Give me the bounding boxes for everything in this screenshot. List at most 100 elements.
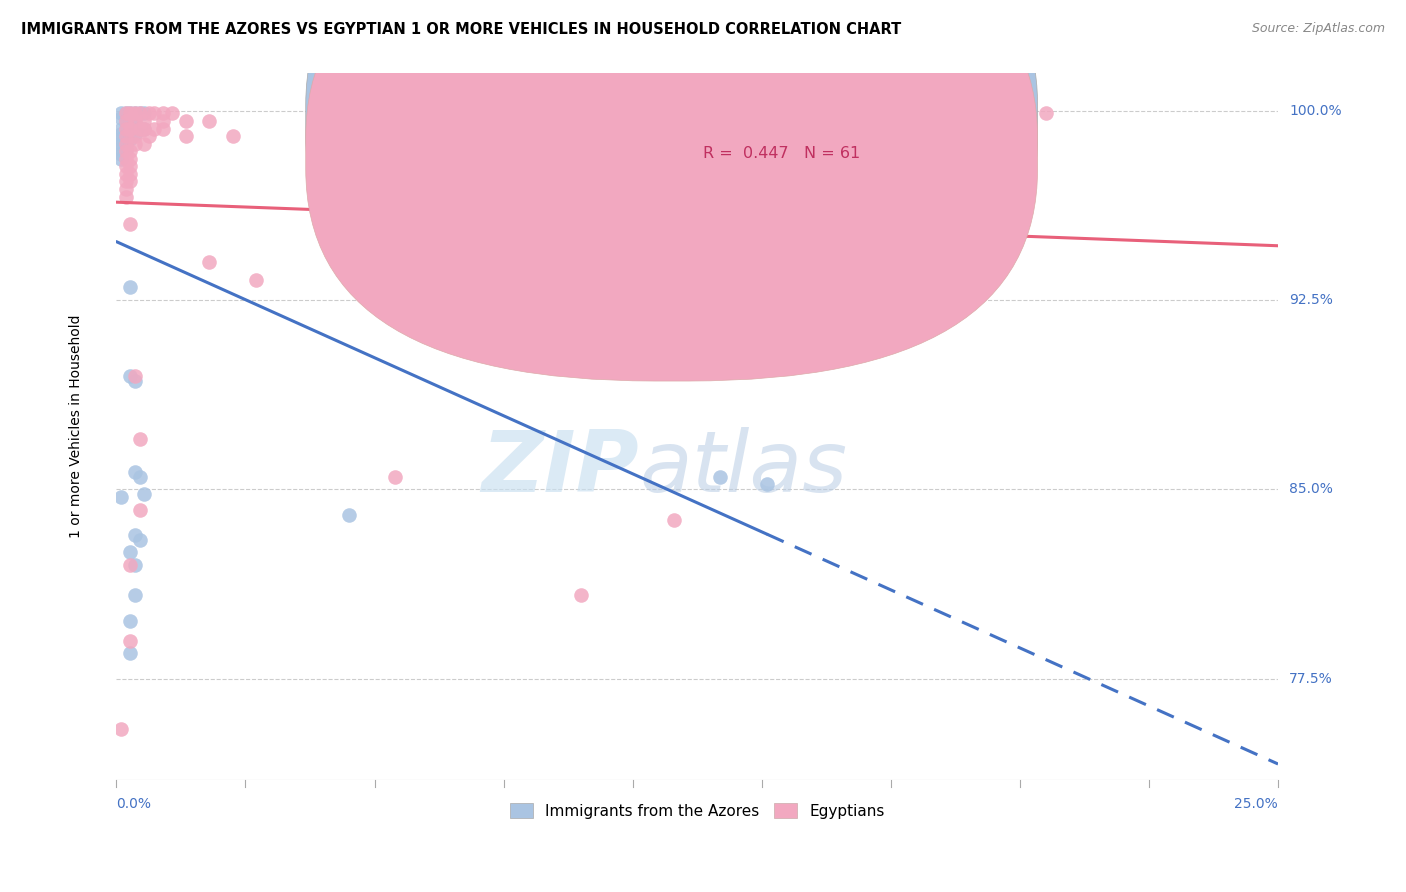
Point <box>709 106 731 120</box>
Point <box>152 106 174 120</box>
Legend: Immigrants from the Azores, Egyptians: Immigrants from the Azores, Egyptians <box>503 797 891 825</box>
Point <box>120 614 142 628</box>
Point <box>110 127 132 141</box>
Point <box>110 131 132 145</box>
Point <box>128 121 150 136</box>
Point <box>128 533 150 547</box>
Point <box>114 167 136 181</box>
FancyBboxPatch shape <box>305 0 1038 349</box>
Point <box>124 528 146 542</box>
Point <box>134 121 156 136</box>
Point <box>120 558 142 573</box>
Point <box>114 127 136 141</box>
Text: R =  0.186   N = 48: R = 0.186 N = 48 <box>703 113 860 128</box>
Point <box>120 106 142 120</box>
Point <box>134 136 156 151</box>
Point <box>337 508 360 522</box>
Point <box>569 588 592 602</box>
Text: 92.5%: 92.5% <box>1289 293 1333 307</box>
Text: 1 or more Vehicles in Household: 1 or more Vehicles in Household <box>69 315 83 538</box>
Point <box>124 129 146 144</box>
Point <box>114 145 136 159</box>
Point <box>124 588 146 602</box>
Point <box>138 129 160 144</box>
Point <box>120 159 142 173</box>
Text: atlas: atlas <box>640 427 848 510</box>
Point <box>134 121 156 136</box>
Text: IMMIGRANTS FROM THE AZORES VS EGYPTIAN 1 OR MORE VEHICLES IN HOUSEHOLD CORRELATI: IMMIGRANTS FROM THE AZORES VS EGYPTIAN 1… <box>21 22 901 37</box>
Point <box>124 465 146 479</box>
Text: 25.0%: 25.0% <box>1234 797 1278 811</box>
Text: 77.5%: 77.5% <box>1289 672 1333 686</box>
Point <box>128 106 150 120</box>
FancyBboxPatch shape <box>627 91 987 179</box>
Point <box>128 106 150 120</box>
Point <box>110 136 132 151</box>
Point <box>120 116 142 130</box>
Point <box>134 106 156 120</box>
Point <box>142 106 165 120</box>
Point <box>120 368 142 383</box>
Point <box>120 127 142 141</box>
Point <box>110 490 132 504</box>
Point <box>124 106 146 120</box>
Point <box>120 145 142 159</box>
Text: 100.0%: 100.0% <box>1289 103 1341 118</box>
Point <box>124 114 146 128</box>
Point <box>896 106 918 120</box>
Point <box>114 121 136 136</box>
Point <box>114 112 136 126</box>
Point <box>114 189 136 203</box>
Point <box>160 106 183 120</box>
Point <box>152 121 174 136</box>
Point <box>128 432 150 446</box>
Text: Source: ZipAtlas.com: Source: ZipAtlas.com <box>1251 22 1385 36</box>
Point <box>120 280 142 294</box>
Point <box>114 142 136 156</box>
Point <box>221 129 243 144</box>
Point <box>709 469 731 483</box>
Point <box>120 174 142 188</box>
Point <box>120 121 142 136</box>
Point <box>174 114 197 128</box>
Text: ZIP: ZIP <box>481 427 640 510</box>
Point <box>114 136 136 151</box>
Point <box>120 121 142 136</box>
Point <box>110 112 132 126</box>
Point <box>198 114 221 128</box>
Point <box>120 633 142 648</box>
Text: 85.0%: 85.0% <box>1289 483 1333 496</box>
Point <box>110 142 132 156</box>
Point <box>245 273 267 287</box>
Point <box>138 106 160 120</box>
Point <box>152 114 174 128</box>
Point <box>134 114 156 128</box>
Point <box>124 127 146 141</box>
Point <box>110 106 132 120</box>
Point <box>120 131 142 145</box>
Point <box>110 152 132 166</box>
Point <box>120 167 142 181</box>
Point <box>142 121 165 136</box>
Point <box>803 106 825 120</box>
Point <box>128 121 150 136</box>
Text: 0.0%: 0.0% <box>117 797 152 811</box>
Point <box>124 121 146 136</box>
Point <box>120 545 142 559</box>
Point <box>114 174 136 188</box>
Point <box>114 121 136 136</box>
Point <box>110 121 132 136</box>
Point <box>120 106 142 120</box>
Point <box>755 477 778 491</box>
Point <box>114 106 136 120</box>
Point <box>124 106 146 120</box>
Point <box>124 374 146 388</box>
Point <box>110 722 132 736</box>
Point <box>114 182 136 196</box>
Point <box>120 218 142 232</box>
Point <box>120 152 142 166</box>
FancyBboxPatch shape <box>305 0 1038 381</box>
Point <box>124 368 146 383</box>
Point <box>128 502 150 516</box>
Point <box>384 469 406 483</box>
